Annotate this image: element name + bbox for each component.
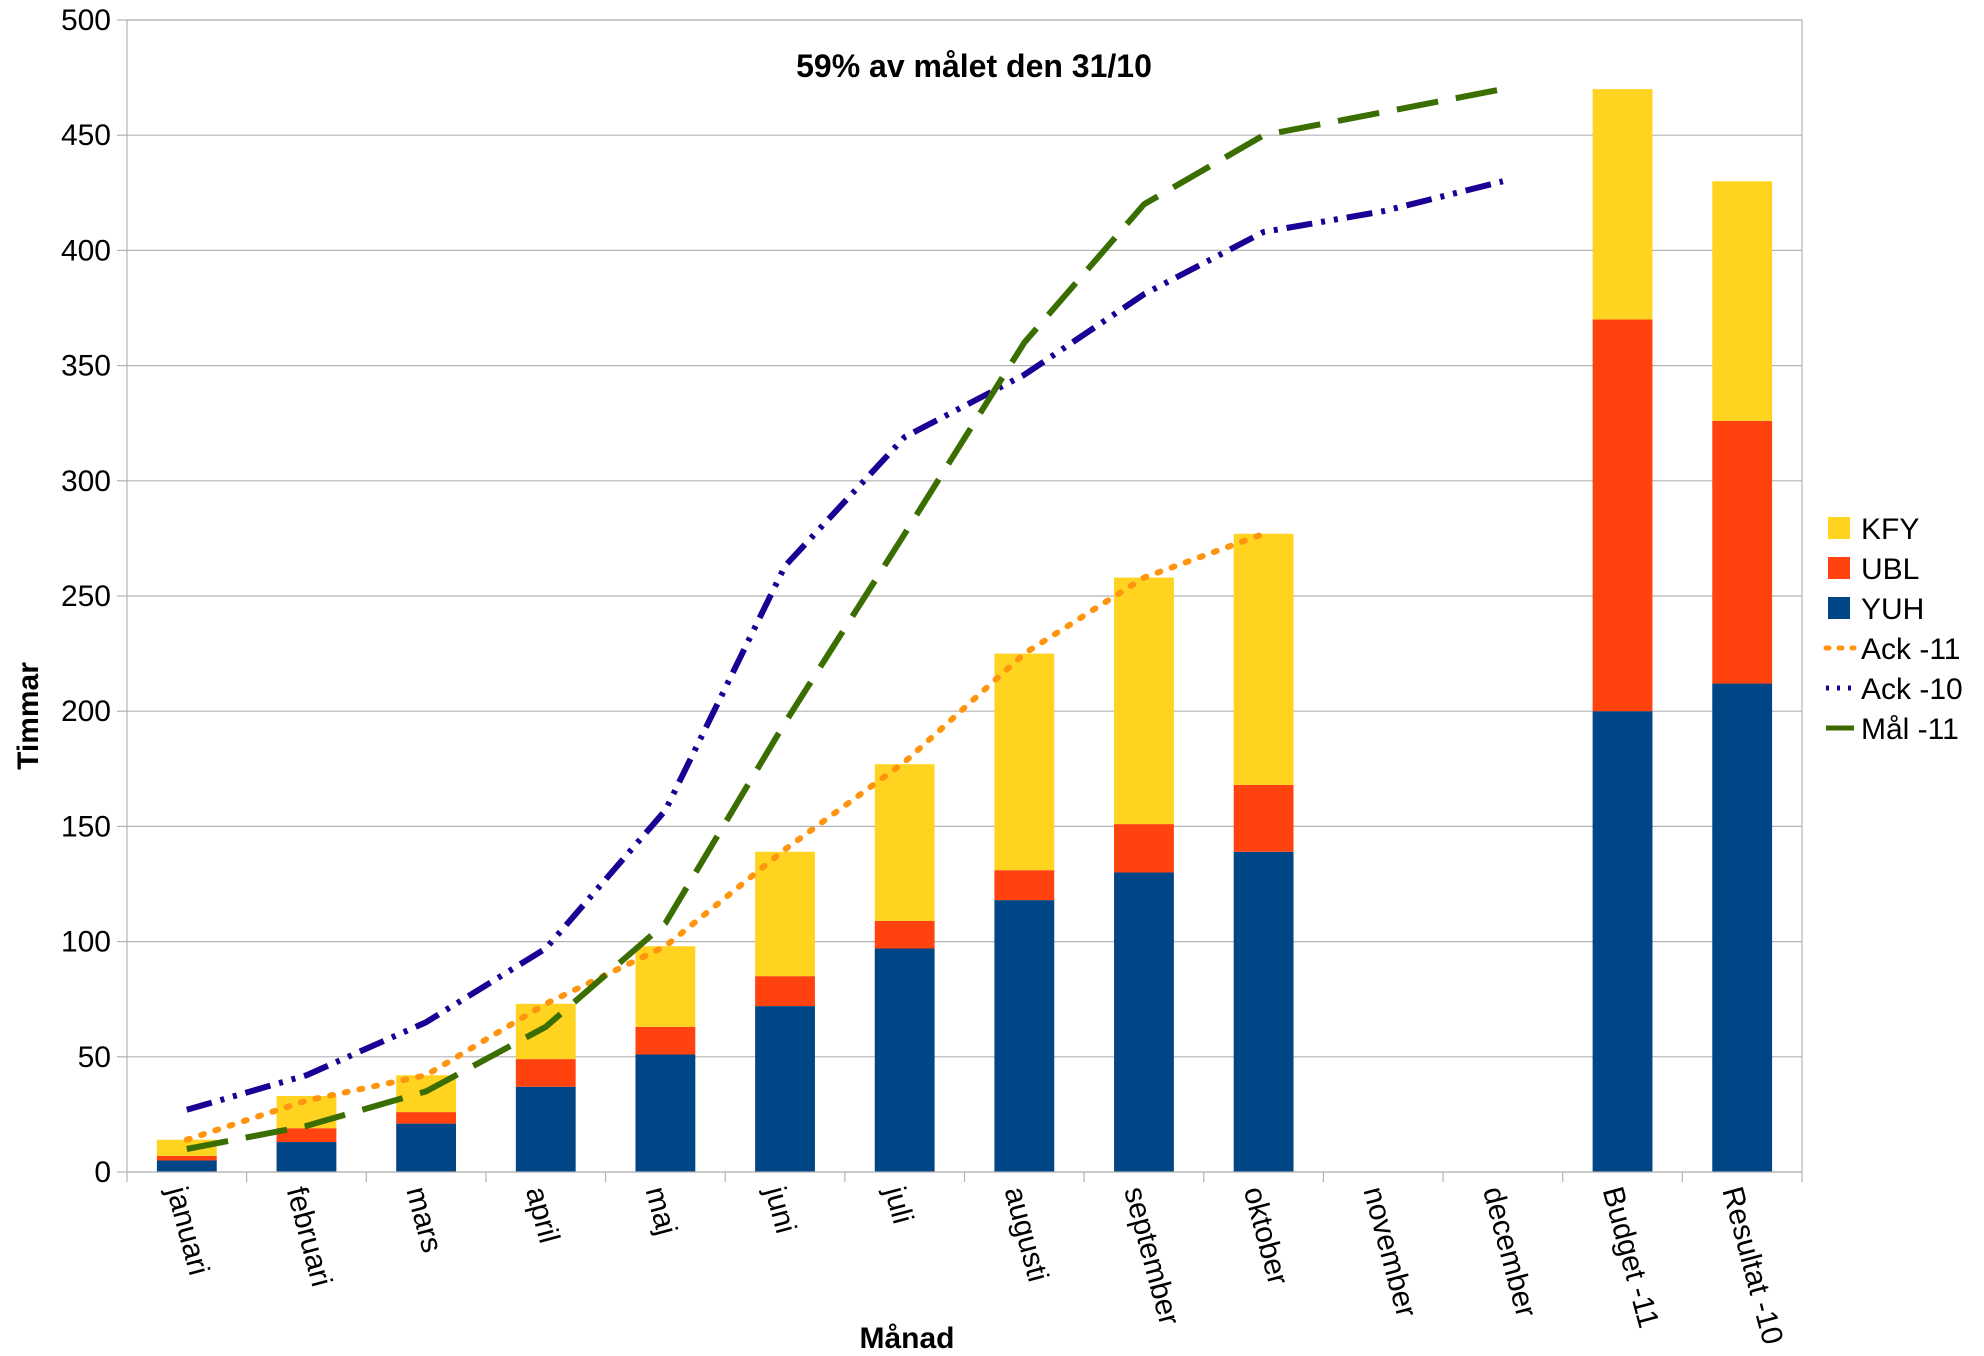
bar-kfy-juli xyxy=(874,764,935,921)
bar-yuh-juni xyxy=(755,1006,815,1172)
bar-kfy-augusti xyxy=(994,653,1055,871)
bar-ubl-juli xyxy=(874,920,935,949)
bar-kfy-september xyxy=(1114,577,1174,825)
bar-kfy-maj xyxy=(635,946,696,1027)
bar-yuh-maj xyxy=(635,1054,696,1172)
bar-ubl-juni xyxy=(755,976,815,1007)
bar-kfy-resultat-10 xyxy=(1712,181,1773,421)
x-tick-label-februari: februari xyxy=(280,1183,338,1290)
bar-ubl-september xyxy=(1114,824,1174,873)
bar-yuh-januari xyxy=(156,1160,217,1172)
line-ack-11 xyxy=(183,530,1267,1143)
bar-yuh-mars xyxy=(396,1123,457,1172)
bar-ubl-april xyxy=(515,1059,576,1087)
bar-yuh-augusti xyxy=(994,900,1055,1172)
axes xyxy=(117,19,1803,1182)
bar-yuh-februari xyxy=(276,1142,337,1172)
bar-yuh-budget-11 xyxy=(1592,711,1653,1172)
x-tick-label-oktober: oktober xyxy=(1237,1183,1295,1288)
y-tick-label-300: 300 xyxy=(61,465,111,498)
bar-ubl-augusti xyxy=(994,870,1055,901)
legend-label-ack-10: Ack -10 xyxy=(1861,673,1963,706)
gridlines xyxy=(127,19,1802,1173)
chart-title: 59% av målet den 31/10 xyxy=(796,48,1152,84)
legend-label-ack-11: Ack -11 xyxy=(1861,633,1960,666)
bar-ubl-maj xyxy=(635,1026,696,1055)
bar-yuh-september xyxy=(1114,872,1174,1172)
y-tick-label-0: 0 xyxy=(94,1156,111,1189)
x-tick-labels: januari februari mars april maj juni juli augus… xyxy=(160,1182,1789,1348)
bar-kfy-juni xyxy=(755,851,815,977)
legend-label-kfy: KFY xyxy=(1861,513,1919,546)
x-tick-label-december: december xyxy=(1476,1183,1542,1320)
bar-yuh-resultat-10 xyxy=(1712,683,1773,1172)
bar-yuh-juli xyxy=(874,948,935,1172)
y-tick-label-250: 250 xyxy=(61,580,111,613)
y-tick-label-350: 350 xyxy=(61,350,111,383)
line-ack-10 xyxy=(185,178,1504,1113)
legend-label-ubl: UBL xyxy=(1861,553,1919,586)
x-tick-label-september: september xyxy=(1117,1183,1186,1328)
legend-swatch-kfy xyxy=(1828,517,1850,539)
bars xyxy=(156,89,1773,1172)
bar-ubl-februari xyxy=(276,1128,337,1143)
x-tick-label-november: november xyxy=(1356,1183,1422,1320)
x-tick-label-maj: maj xyxy=(639,1183,683,1238)
x-tick-label-augusti: augusti xyxy=(998,1183,1055,1285)
x-tick-label-juli: juli xyxy=(878,1182,920,1227)
x-tick-label-juni: juni xyxy=(758,1182,802,1237)
legend-swatch-ubl xyxy=(1828,557,1850,579)
bar-ubl-oktober xyxy=(1233,784,1294,852)
bar-ubl-mars xyxy=(396,1112,457,1124)
y-tick-label-200: 200 xyxy=(61,695,111,728)
y-tick-label-500: 500 xyxy=(61,4,111,37)
bar-ubl-budget-11 xyxy=(1592,319,1653,712)
legend: KFY UBL YUH Ack -11 Ack -10 Mål -11 xyxy=(1823,513,1963,746)
bar-kfy-april xyxy=(515,1003,576,1060)
legend-label-yuh: YUH xyxy=(1861,593,1924,626)
y-tick-labels: 0 50 100 150 200 250 300 350 400 450 500 xyxy=(61,4,111,1189)
bar-kfy-budget-11 xyxy=(1592,89,1653,320)
x-tick-label-april: april xyxy=(519,1183,566,1246)
y-tick-label-450: 450 xyxy=(61,119,111,152)
y-tick-label-50: 50 xyxy=(78,1041,111,1074)
lines xyxy=(183,86,1504,1152)
bar-ubl-resultat-10 xyxy=(1712,420,1773,684)
y-tick-label-100: 100 xyxy=(61,926,111,959)
x-tick-label-mars: mars xyxy=(399,1183,448,1256)
legend-label-m-l-11: Mål -11 xyxy=(1861,713,1959,746)
x-tick-label-budget-11: Budget -11 xyxy=(1596,1183,1665,1331)
y-tick-label-150: 150 xyxy=(61,810,111,843)
bar-yuh-oktober xyxy=(1233,851,1294,1172)
y-tick-label-400: 400 xyxy=(61,234,111,267)
bar-ubl-januari xyxy=(156,1155,217,1161)
bar-yuh-april xyxy=(515,1086,576,1172)
x-axis-title: Månad xyxy=(859,1322,954,1355)
x-tick-label-resultat-10: Resultat -10 xyxy=(1715,1183,1789,1348)
line-m-l-11 xyxy=(186,86,1504,1152)
bar-kfy-oktober xyxy=(1233,533,1294,785)
legend-swatch-yuh xyxy=(1828,597,1850,619)
x-tick-label-januari: januari xyxy=(160,1182,215,1279)
y-axis-title: Timmar xyxy=(12,662,45,770)
